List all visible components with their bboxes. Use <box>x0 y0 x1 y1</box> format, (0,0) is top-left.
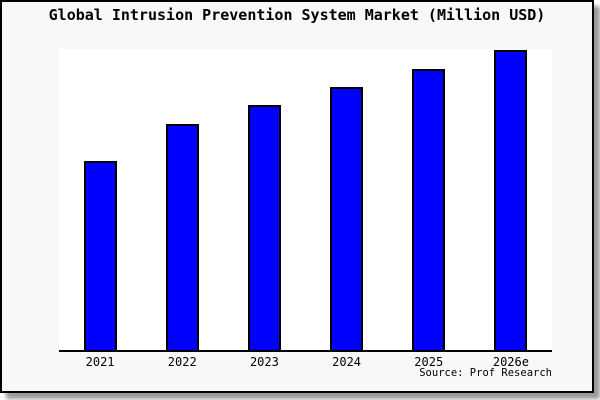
x-axis-label-2025: 2025 <box>414 355 444 369</box>
chart-title: Global Intrusion Prevention System Marke… <box>48 6 546 24</box>
bar-2024 <box>330 86 364 350</box>
x-axis-label-2024: 2024 <box>332 355 362 369</box>
source-note: Source: Prof Research <box>419 367 552 379</box>
x-axis-label-2023: 2023 <box>249 355 279 369</box>
x-axis-label-2022: 2022 <box>167 355 197 369</box>
x-axis-label-2026e: 2026e <box>492 355 529 369</box>
bar-2021 <box>83 161 117 350</box>
x-axis-label-2021: 2021 <box>85 355 115 369</box>
x-axis-labels: 2021 2022 2023 2024 2025 2026e <box>59 355 552 369</box>
bar-2025 <box>412 69 446 350</box>
bar-2023 <box>247 105 281 350</box>
bar-2022 <box>165 124 199 350</box>
bar-2026e <box>494 49 528 350</box>
plot-area <box>59 49 552 352</box>
